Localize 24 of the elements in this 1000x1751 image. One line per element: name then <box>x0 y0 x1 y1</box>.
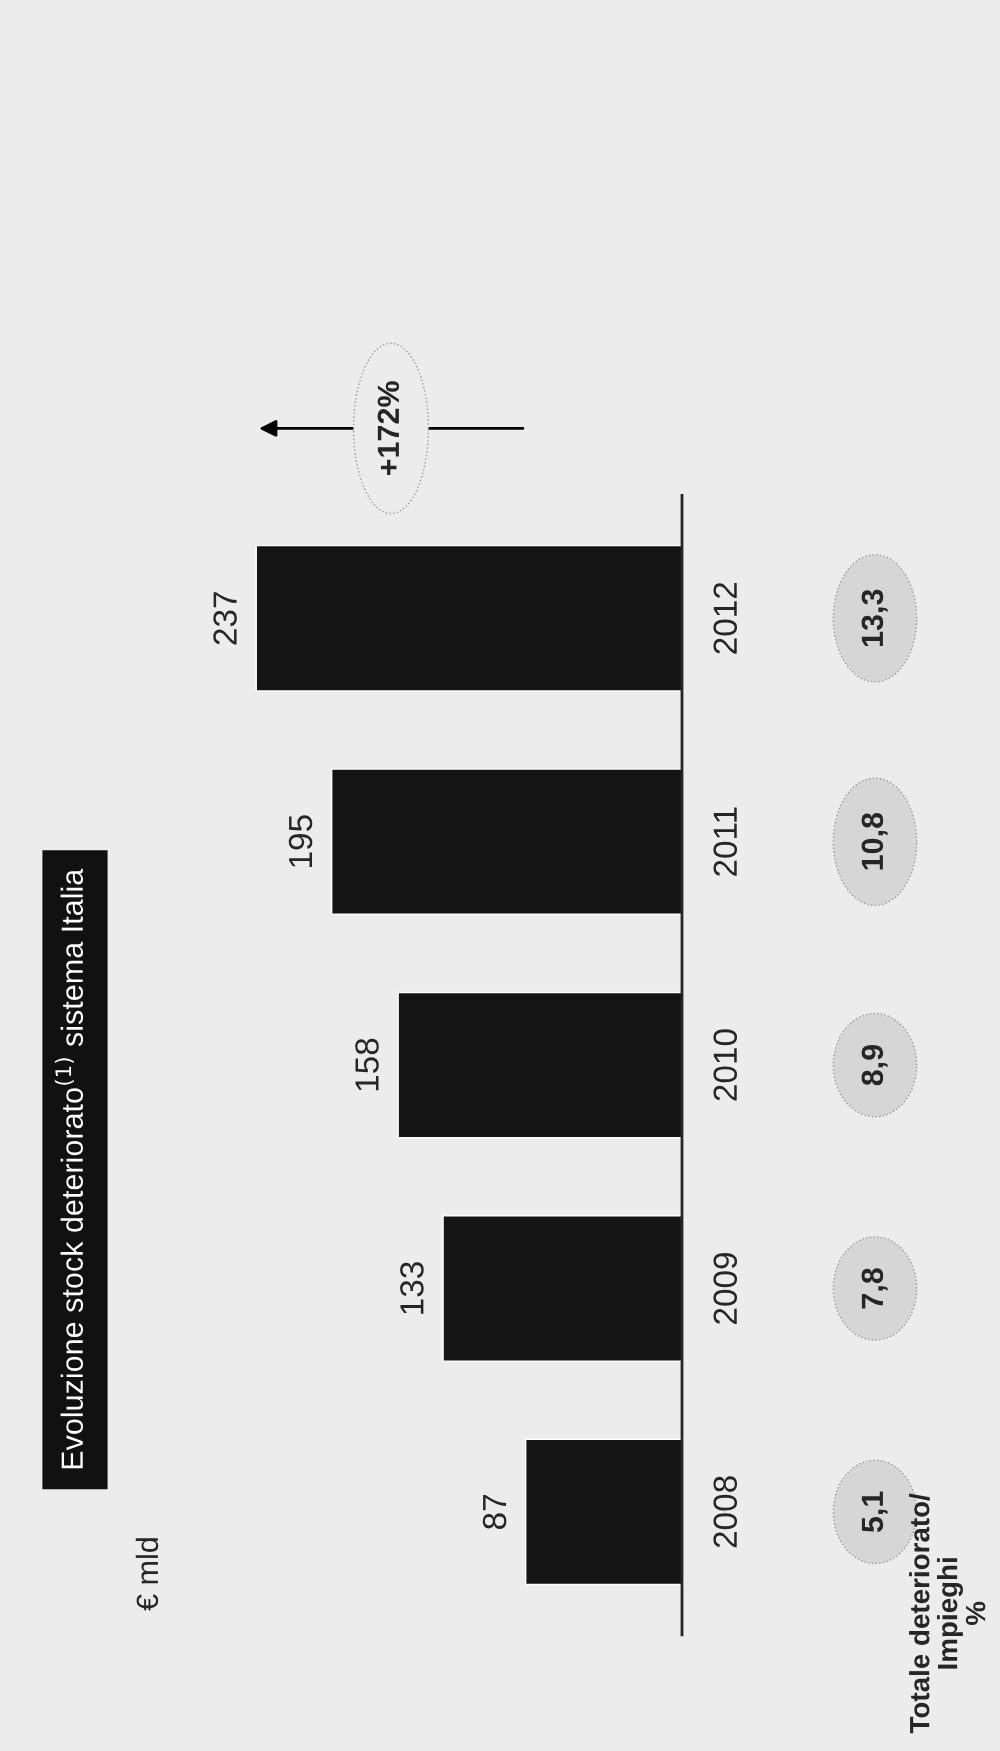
y-tick-label: 2009 <box>713 1252 738 1324</box>
y-tick-label: 2008 <box>713 1476 738 1548</box>
y-tick-label: 2012 <box>713 582 738 654</box>
bar <box>442 1215 682 1362</box>
y-tick-label: 2011 <box>713 807 738 876</box>
bar <box>397 991 682 1139</box>
data-label: 133 <box>400 1262 424 1314</box>
bar <box>330 768 682 915</box>
data-label: 158 <box>355 1038 379 1091</box>
text: € mld <box>135 1538 159 1611</box>
text: 8,9 <box>861 1044 888 1086</box>
bar <box>255 544 682 692</box>
text: 7,8 <box>861 1268 888 1309</box>
data-label: 87 <box>482 1495 507 1529</box>
text: Totale deteriorato/ Impieghi % <box>909 1493 986 1734</box>
data-label: 195 <box>288 815 313 867</box>
data-label: 237 <box>213 592 237 645</box>
text: 5,1 <box>861 1491 888 1533</box>
y-tick-label: 2010 <box>713 1029 738 1101</box>
text: 13,3 <box>861 589 888 647</box>
text: +172% <box>377 381 400 476</box>
bar <box>525 1438 682 1586</box>
text: Evoluzione stock deteriorato$^{(1)}$ sistema Italia <box>54 868 84 1469</box>
text: 10,8 <box>861 812 888 870</box>
